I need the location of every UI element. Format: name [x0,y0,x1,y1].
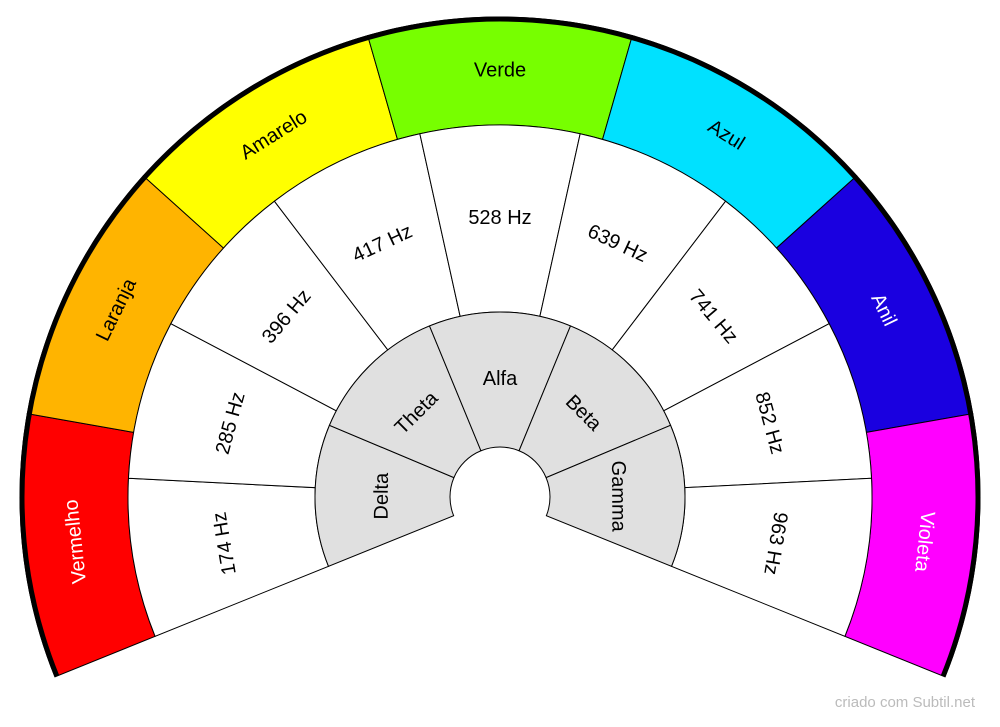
footer: criado com Subtil.net [835,694,976,711]
wave-label: Alfa [483,368,518,390]
wave-label: Gamma [607,461,630,533]
wave-label: Delta [371,472,393,520]
wave-segment [545,424,686,567]
color-label: Verde [474,59,526,81]
wave-segment [428,311,572,452]
frequency-label: 528 Hz [468,207,531,229]
wave-segment [314,424,455,567]
wave-segment [328,325,482,479]
wave-segment [518,325,672,479]
outer-border [19,16,981,677]
